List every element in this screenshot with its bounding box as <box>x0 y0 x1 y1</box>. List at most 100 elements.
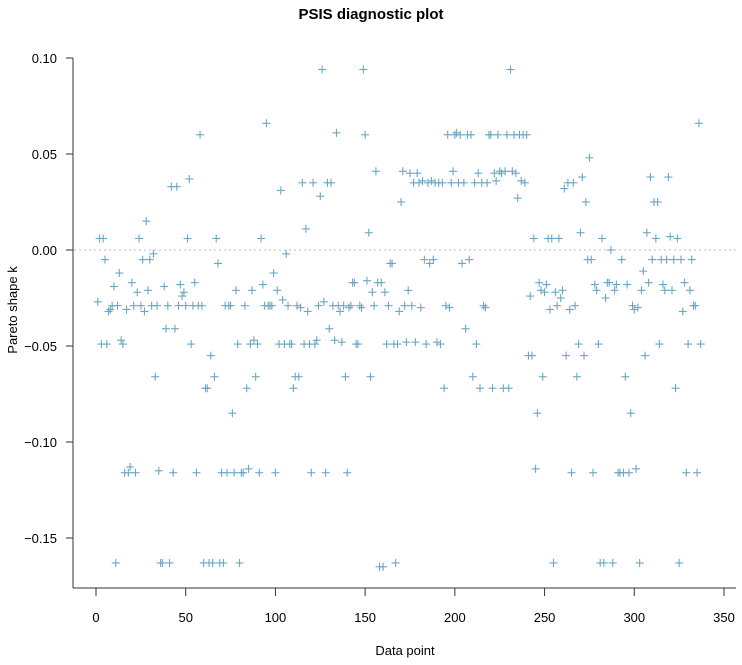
data-point-marker <box>685 286 694 295</box>
data-point-marker <box>233 340 242 349</box>
y-tick-label: −0.10 <box>24 435 57 450</box>
data-point-marker <box>388 259 397 268</box>
data-point-marker <box>432 338 441 347</box>
data-point-marker <box>115 269 124 278</box>
data-point-marker <box>124 468 133 477</box>
data-point-marker <box>190 278 199 287</box>
data-point-marker <box>276 186 285 195</box>
data-point-marker <box>336 307 345 316</box>
data-point-marker <box>359 65 368 74</box>
data-point-marker <box>511 169 520 178</box>
data-point-marker <box>608 558 617 567</box>
data-point-marker <box>210 372 219 381</box>
data-point-marker <box>441 301 450 310</box>
data-point-marker <box>183 234 192 243</box>
data-point-marker <box>574 340 583 349</box>
data-point-marker <box>321 468 330 477</box>
data-point-marker <box>680 278 689 287</box>
data-point-marker <box>142 217 151 226</box>
data-point-marker <box>535 278 544 287</box>
data-point-marker <box>149 249 158 258</box>
data-point-marker <box>687 255 696 264</box>
x-tick-label: 100 <box>265 610 287 625</box>
data-point-marker <box>255 468 264 477</box>
data-point-marker <box>445 303 454 312</box>
x-tick-label: 150 <box>354 610 376 625</box>
data-point-marker <box>222 468 231 477</box>
data-point-marker <box>206 351 215 360</box>
data-point-marker <box>169 468 178 477</box>
data-point-marker <box>423 178 432 187</box>
y-tick-label: 0.00 <box>32 243 57 258</box>
data-point-marker <box>658 280 667 289</box>
data-point-marker <box>400 301 409 310</box>
data-point-marker <box>301 224 310 233</box>
data-point-marker <box>131 468 140 477</box>
data-point-marker <box>235 558 244 567</box>
data-point-marker <box>628 301 637 310</box>
data-point-marker <box>102 340 111 349</box>
axes <box>72 58 736 589</box>
data-point-marker <box>133 288 142 297</box>
data-point-marker <box>298 178 307 187</box>
data-point-marker <box>474 169 483 178</box>
data-point-marker <box>565 305 574 314</box>
data-point-marker <box>117 336 126 345</box>
data-point-marker <box>470 178 479 187</box>
data-point-marker <box>404 286 413 295</box>
data-point-marker <box>165 558 174 567</box>
data-point-marker <box>624 468 633 477</box>
data-point-marker <box>402 338 411 347</box>
data-point-marker <box>136 301 145 310</box>
data-point-marker <box>467 130 476 139</box>
data-point-marker <box>283 301 292 310</box>
data-point-marker <box>257 234 266 243</box>
data-point-marker <box>113 301 122 310</box>
data-point-marker <box>440 384 449 393</box>
data-point-marker <box>181 301 190 310</box>
data-point-marker <box>481 303 490 312</box>
data-point-marker <box>587 255 596 264</box>
data-point-marker <box>355 301 364 310</box>
data-point-marker <box>610 286 619 295</box>
data-point-marker <box>258 280 267 289</box>
data-point-marker <box>203 384 212 393</box>
data-point-marker <box>296 303 305 312</box>
data-point-marker <box>590 280 599 289</box>
data-point-marker <box>576 228 585 237</box>
data-point-marker <box>438 178 447 187</box>
data-point-marker <box>127 278 136 287</box>
data-point-marker <box>562 351 571 360</box>
data-point-marker <box>533 409 542 418</box>
data-point-marker <box>646 173 655 182</box>
data-point-marker <box>554 234 563 243</box>
data-point-marker <box>475 384 484 393</box>
data-point-marker <box>526 292 535 301</box>
data-point-marker <box>472 340 481 349</box>
y-tick-label: −0.05 <box>24 339 57 354</box>
data-point-marker <box>192 468 201 477</box>
data-point-marker <box>208 558 217 567</box>
x-tick-label: 250 <box>534 610 556 625</box>
data-point-marker <box>623 280 632 289</box>
data-point-marker <box>666 232 675 241</box>
data-point-marker <box>319 297 328 306</box>
data-point-marker <box>513 194 522 203</box>
data-point-marker <box>490 169 499 178</box>
data-point-marker <box>174 301 183 310</box>
data-point-marker <box>443 130 452 139</box>
data-point-marker <box>244 464 253 473</box>
data-point-marker <box>393 340 402 349</box>
data-point-marker <box>606 246 615 254</box>
data-point-marker <box>364 228 373 237</box>
data-point-marker <box>289 384 298 393</box>
data-point-marker <box>536 286 545 295</box>
data-point-marker <box>212 234 221 243</box>
data-point-marker <box>278 295 287 304</box>
data-point-marker <box>294 372 303 381</box>
data-point-marker <box>542 280 551 289</box>
data-point-marker <box>502 130 511 139</box>
data-point-marker <box>696 340 705 349</box>
data-point-marker <box>153 301 162 310</box>
data-point-marker <box>529 234 538 243</box>
